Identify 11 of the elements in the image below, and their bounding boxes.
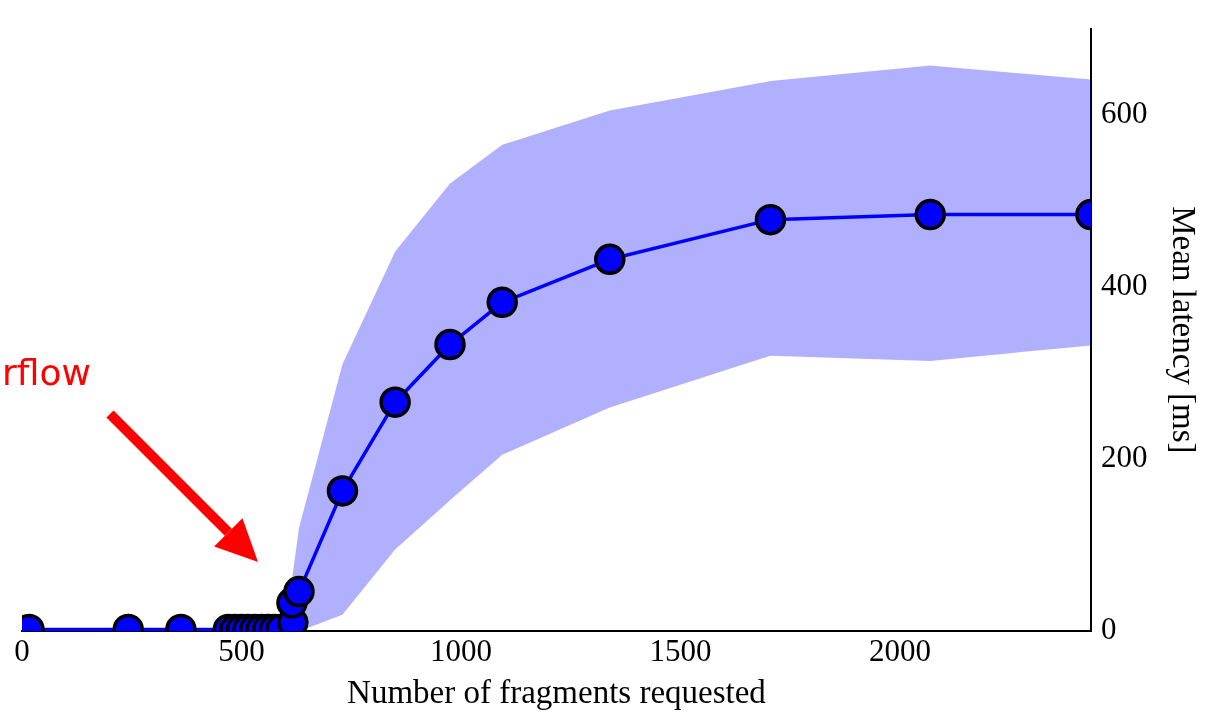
x-tick-label: 0 bbox=[14, 632, 30, 668]
y-tick-label: 400 bbox=[1100, 267, 1148, 302]
x-tick-label: 1500 bbox=[649, 632, 712, 668]
x-tick-label: 1000 bbox=[429, 632, 492, 668]
y-tick-label: 600 bbox=[1100, 94, 1148, 130]
x-axis-title: Number of fragments requested bbox=[347, 673, 767, 710]
y-axis-title: Mean latency [ms] bbox=[1165, 206, 1202, 454]
x-tick-label: 2000 bbox=[868, 632, 931, 668]
y-tick-label: 200 bbox=[1100, 439, 1148, 475]
annotation: rflow bbox=[2, 352, 91, 394]
x-tick-label: 500 bbox=[218, 632, 265, 668]
